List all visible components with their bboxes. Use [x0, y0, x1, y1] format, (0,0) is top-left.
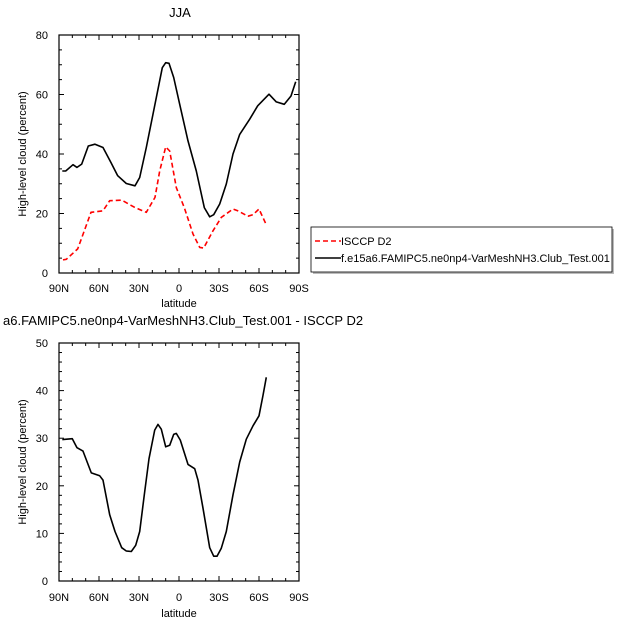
x-tick-label: 30S	[209, 283, 229, 295]
y-tick-label: 40	[36, 149, 48, 161]
series-line-1-2	[62, 61, 297, 218]
x-tick-label: 60S	[249, 283, 269, 295]
x-tick-label: 60N	[89, 592, 109, 604]
x-axis-title: latitude	[161, 608, 196, 620]
chart-title: a6.FAMIPC5.ne0np4-VarMeshNH3.Club_Test.0…	[3, 313, 363, 328]
x-tick-label: 0	[176, 592, 182, 604]
plot-frame	[58, 34, 300, 274]
y-axis-title: High-level cloud (percent)	[17, 399, 29, 524]
legend-label: ISCCP D2	[341, 236, 392, 248]
y-tick-label: 60	[36, 90, 48, 102]
x-tick-label: 90S	[289, 592, 309, 604]
y-tick-label: 10	[36, 528, 48, 540]
x-tick-label: 30N	[129, 592, 149, 604]
series-line-1-1	[62, 146, 268, 261]
y-axis-title: High-level cloud (percent)	[17, 91, 29, 216]
x-tick-label: 90N	[49, 592, 69, 604]
x-tick-label: 90S	[289, 283, 309, 295]
x-tick-label: 90N	[49, 283, 69, 295]
y-tick-label: 0	[42, 576, 48, 588]
y-tick-label: 80	[36, 30, 48, 42]
plot-panel-1: JJA 90N 60N 30N 0 30S 60S 90S 0 20 40 60 80 latitude H…	[17, 5, 309, 310]
x-tick-label: 60S	[249, 592, 269, 604]
y-tick-label: 20	[36, 481, 48, 493]
legend: ISCCP D2 f.e15a6.FAMIPC5.ne0np4-VarMeshNH…	[310, 226, 614, 274]
plot-panel-2: a6.FAMIPC5.ne0np4-VarMeshNH3.Club_Test.0…	[3, 313, 363, 620]
x-tick-label: 60N	[89, 283, 109, 295]
plot-frame	[58, 342, 300, 582]
y-tick-label: 20	[36, 209, 48, 221]
y-tick-label: 50	[36, 338, 48, 350]
y-tick-label: 30	[36, 433, 48, 445]
x-axis-title: latitude	[161, 298, 196, 310]
legend-box	[310, 226, 613, 273]
series-line-2-1	[62, 377, 268, 558]
x-tick-label: 0	[176, 283, 182, 295]
y-tick-label: 40	[36, 386, 48, 398]
legend-label: f.e15a6.FAMIPC5.ne0np4-VarMeshNH3.Club_T…	[341, 253, 610, 265]
chart-title: JJA	[169, 5, 191, 20]
x-tick-label: 30N	[129, 283, 149, 295]
x-tick-label: 30S	[209, 592, 229, 604]
y-tick-label: 0	[42, 268, 48, 280]
